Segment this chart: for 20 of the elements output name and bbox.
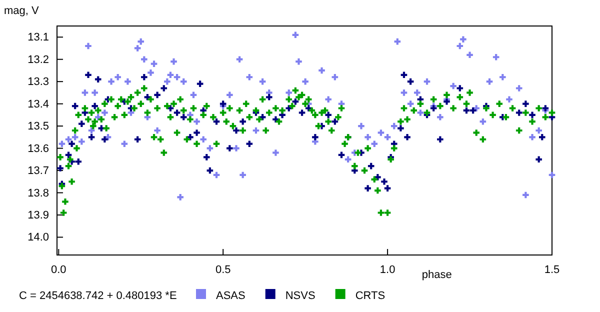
y-tick-label: 13.2 [28, 54, 49, 66]
y-tick-label: 13.6 [28, 142, 49, 155]
x-tick-label: 0.5 [215, 264, 231, 276]
x-axis-title: phase [422, 269, 452, 281]
x-tick-label: 1.5 [544, 264, 560, 276]
y-tick-label: 13.9 [28, 210, 49, 222]
x-tick-label: 0.0 [50, 264, 66, 276]
y-tick-label: 13.4 [28, 98, 49, 110]
text: C = 2454638.742 + 0.480193 *E [19, 290, 177, 302]
y-tick-label: 13.5 [28, 120, 49, 133]
y-tick-label: 13.7 [28, 165, 49, 178]
legend-label: ASAS [216, 290, 246, 302]
y-tick-label: 13.3 [28, 76, 49, 88]
x-tick-label: 1.0 [380, 264, 396, 276]
y-tick-label: 14.0 [28, 232, 49, 244]
y-axis-title: mag, V [4, 5, 40, 17]
y-tick-label: 13.1 [28, 32, 49, 44]
y-tick-label: 13.8 [28, 187, 49, 200]
legend-label: NSVS [285, 290, 316, 302]
legend-label: CRTS [355, 290, 386, 302]
